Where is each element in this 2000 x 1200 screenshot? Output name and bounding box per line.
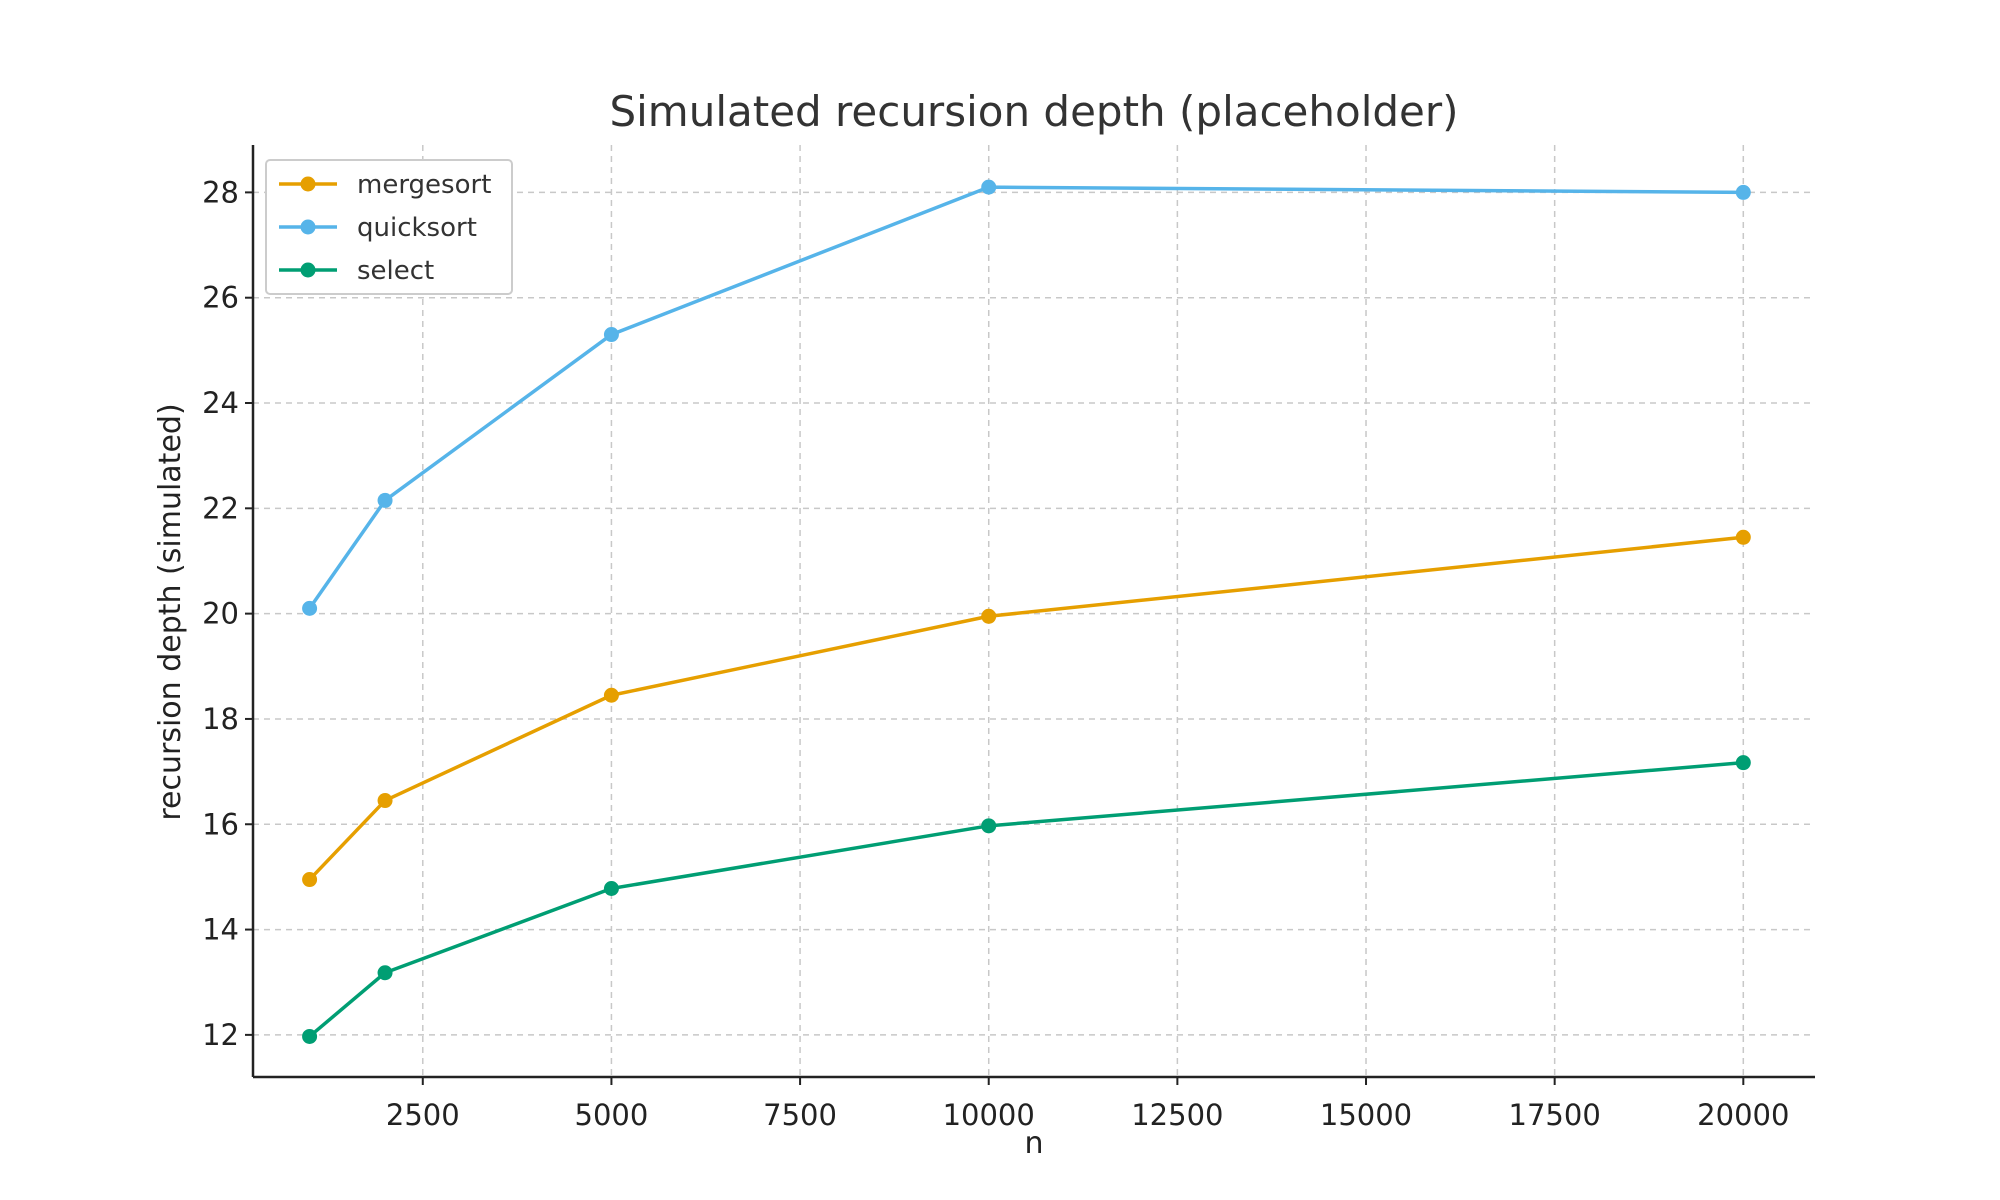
y-tick-label: 20 xyxy=(202,597,239,631)
data-point-mergesort xyxy=(302,872,318,888)
legend-label-mergesort: mergesort xyxy=(357,170,491,200)
x-tick-label: 17500 xyxy=(1509,1098,1601,1132)
legend-marker-select xyxy=(300,262,316,278)
x-tick-label: 2500 xyxy=(386,1098,460,1132)
axes xyxy=(245,145,1815,1085)
data-point-quicksort xyxy=(981,179,997,195)
data-point-quicksort xyxy=(1735,184,1751,200)
x-tick-label: 12500 xyxy=(1131,1098,1223,1132)
data-point-mergesort xyxy=(377,793,393,809)
y-tick-label: 16 xyxy=(202,807,239,841)
x-tick-label: 5000 xyxy=(575,1098,649,1132)
data-point-quicksort xyxy=(377,492,393,508)
series-lines xyxy=(302,179,1751,1044)
x-tick-label: 10000 xyxy=(943,1098,1035,1132)
legend-marker-mergesort xyxy=(300,176,316,192)
data-point-select xyxy=(302,1028,318,1044)
legend: mergesort quicksort select xyxy=(265,159,513,295)
data-point-select xyxy=(603,880,619,896)
x-tick-label: 15000 xyxy=(1320,1098,1412,1132)
x-axis-label: n xyxy=(1024,1126,1043,1161)
data-point-mergesort xyxy=(1735,529,1751,545)
legend-box xyxy=(265,159,513,295)
y-tick-label: 26 xyxy=(202,281,239,315)
data-point-select xyxy=(377,965,393,981)
y-tick-label: 12 xyxy=(202,1018,239,1052)
data-point-select xyxy=(981,818,997,834)
y-tick-label: 24 xyxy=(202,386,239,420)
y-axis-label: recursion depth (simulated) xyxy=(153,403,188,820)
legend-label-select: select xyxy=(357,256,434,286)
x-tick-label: 20000 xyxy=(1697,1098,1789,1132)
data-point-quicksort xyxy=(603,327,619,343)
data-point-mergesort xyxy=(603,687,619,703)
data-point-mergesort xyxy=(981,608,997,624)
y-tick-label: 28 xyxy=(202,175,239,209)
x-tick-label: 7500 xyxy=(763,1098,837,1132)
chart-title: Simulated recursion depth (placeholder) xyxy=(609,87,1458,136)
y-tick-label: 22 xyxy=(202,491,239,525)
tick-labels: 2500 5000 7500 10000 12500 15000 17500 20000 12 1… xyxy=(202,175,1789,1132)
data-point-select xyxy=(1735,755,1751,771)
legend-label-quicksort: quicksort xyxy=(357,213,477,243)
legend-marker-quicksort xyxy=(300,219,316,235)
data-point-quicksort xyxy=(302,600,318,616)
y-tick-label: 14 xyxy=(202,913,239,947)
y-tick-label: 18 xyxy=(202,702,239,736)
